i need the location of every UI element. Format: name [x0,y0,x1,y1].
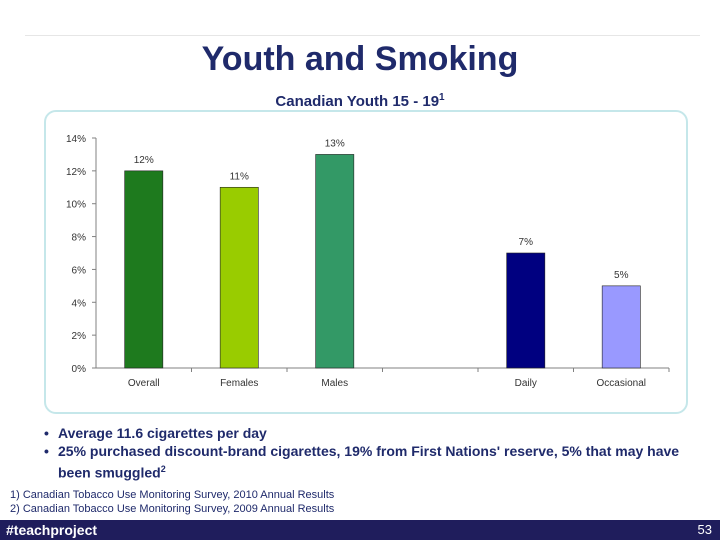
footer-hashtag: #teachproject [6,522,98,538]
bullet-item: • Average 11.6 cigarettes per day [40,424,680,442]
x-tick-label: Occasional [597,378,646,389]
y-tick-label: 6% [72,265,87,276]
top-divider [25,35,700,36]
bar [315,154,355,369]
x-tick-label: Females [220,378,258,389]
bullet-item: • 25% purchased discount-brand cigarettes… [40,442,680,482]
bar-chart: 0% 2% 4% 6% 8% 10% 12% 14% 12% Overall 11% Females 1… [66,134,670,389]
data-label: 13% [325,138,345,149]
y-tick-label: 14% [66,134,86,145]
data-label: 11% [230,171,249,182]
data-label: 7% [519,237,534,248]
y-tick-label: 10% [66,200,86,211]
bullet-dot: • [44,443,49,459]
x-tick-label: Daily [515,378,537,389]
bar [219,186,259,369]
subtitle-text: Canadian Youth 15 - 19 [275,93,440,110]
page-number: 53 [697,522,712,537]
y-tick-label: 0% [72,364,87,375]
y-tick-label: 4% [72,298,87,309]
bar [601,285,641,369]
x-tick-label: Males [321,378,348,389]
footer-bar: #teachproject 53 [0,520,720,540]
y-tick-label: 8% [72,233,87,244]
bar [506,252,546,369]
slide-title: Youth and Smoking [201,40,519,78]
bullet-text: 25% purchased discount-brand cigarettes,… [58,443,680,481]
x-tick-label: Overall [128,378,160,389]
data-label: 5% [614,270,629,281]
bar [124,170,164,369]
chart-subtitle: Canadian Youth 15 - 191 [0,92,720,110]
bullet-list: • Average 11.6 cigarettes per day • 25% pu… [40,424,680,482]
bullet-ref: 2 [160,464,166,474]
footnotes: 1) Canadian Tobacco Use Monitoring Surve… [10,488,334,516]
bullet-dot: • [44,425,49,441]
footnote: 2) Canadian Tobacco Use Monitoring Surve… [10,503,335,515]
bullet-text: Average 11.6 cigarettes per day [58,425,267,441]
y-tick-label: 2% [72,331,87,342]
data-label: 12% [134,155,154,166]
subtitle-ref: 1 [439,92,445,103]
footnote: 1) Canadian Tobacco Use Monitoring Surve… [10,489,335,501]
y-tick-label: 12% [66,167,86,178]
